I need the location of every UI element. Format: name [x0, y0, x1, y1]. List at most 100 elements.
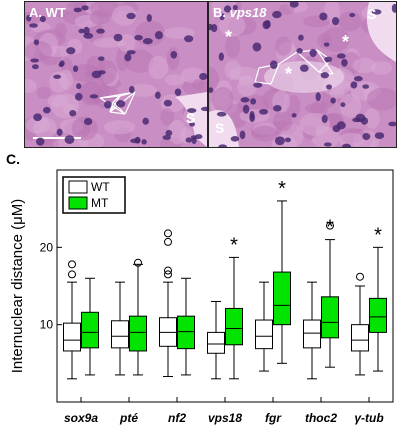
nucleus: [199, 72, 207, 81]
cytoplasm-patch: [212, 86, 234, 113]
nucleus: [350, 81, 358, 89]
nucleus: [299, 64, 309, 72]
nucleus: [162, 135, 171, 140]
significance-asterisk: *: [278, 178, 286, 200]
cytoplasm-patch: [304, 103, 327, 114]
category-label: sox9a: [64, 411, 98, 425]
cytoplasm-patch: [339, 93, 361, 118]
box-mt: [177, 315, 195, 350]
nucleus: [170, 50, 178, 59]
distance-line: [109, 111, 126, 115]
cytoplasm-patch: [47, 94, 69, 108]
nucleus: [30, 58, 39, 63]
outlier-point: [164, 270, 172, 279]
outlier-point: [326, 221, 334, 230]
category-label: thoc2: [305, 411, 337, 425]
panel-b-letter: B.: [213, 5, 226, 20]
cytoplasm-patch: [278, 4, 295, 15]
nucleus: [174, 88, 182, 96]
nucleus: [66, 47, 76, 55]
distance-line: [270, 63, 280, 85]
sinusoid-space: [264, 61, 344, 93]
nucleus: [296, 48, 303, 54]
cytoplasm-patch: [317, 32, 332, 49]
cytoplasm-patch: [364, 108, 380, 129]
cytoplasm-patch: [25, 79, 37, 94]
significance-asterisk: *: [374, 224, 382, 246]
category-label: pté: [119, 411, 138, 425]
nucleus: [264, 19, 271, 29]
cytoplasm-patch: [25, 40, 53, 62]
nucleus: [209, 87, 214, 93]
nucleus: [184, 35, 194, 43]
nucleus: [298, 34, 304, 41]
outlier-point: [164, 266, 172, 275]
nucleus: [388, 121, 396, 127]
micrograph-b-image: [209, 2, 396, 147]
box-wt: [303, 319, 321, 349]
cytoplasm-patch: [251, 126, 279, 142]
distance-line: [254, 81, 272, 85]
nucleus: [97, 70, 106, 75]
nucleus: [341, 58, 348, 67]
cytoplasm-patch: [366, 87, 396, 111]
legend-label: MT: [91, 196, 109, 210]
nucleus: [323, 142, 332, 147]
nucleus: [43, 106, 51, 114]
micrograph-a-image: [25, 2, 207, 147]
distance-line: [278, 51, 298, 65]
significance-asterisk: *: [326, 217, 334, 239]
nucleus: [291, 113, 297, 118]
sinusoid-label-b1: S: [367, 6, 377, 22]
nucleus: [134, 34, 143, 41]
panel-b-label: B. vps18: [213, 5, 267, 20]
asterisk-b1: *: [225, 27, 233, 47]
nucleus: [29, 23, 38, 28]
nucleus: [323, 42, 330, 47]
nucleus: [26, 14, 32, 22]
nucleus: [274, 136, 285, 146]
nucleus: [35, 137, 45, 146]
legend-label: WT: [91, 180, 110, 194]
nucleus: [78, 28, 85, 34]
nucleus: [259, 108, 269, 115]
nucleus: [33, 113, 43, 122]
nucleus: [96, 28, 105, 34]
nucleus: [218, 144, 228, 147]
nucleus: [113, 33, 123, 42]
nucleus: [223, 5, 232, 13]
outlier-point: [134, 258, 142, 267]
cytoplasm-patch: [135, 20, 166, 47]
nucleus: [141, 139, 147, 145]
nucleus: [289, 2, 299, 8]
nucleus: [76, 83, 82, 90]
nucleus: [39, 15, 46, 23]
cytoplasm-patch: [111, 5, 137, 26]
category-label: nf2: [168, 411, 186, 425]
nucleus: [154, 31, 163, 40]
nucleus: [142, 117, 149, 125]
nucleus: [185, 137, 192, 143]
cytoplasm-patch: [371, 61, 393, 75]
cytoplasm-patch: [338, 11, 362, 32]
nucleus: [216, 111, 227, 117]
nucleus: [163, 99, 173, 107]
sinusoid-label-b2: S: [215, 120, 225, 136]
cytoplasm-patch: [36, 86, 52, 100]
sinusoid-space: [366, 2, 396, 62]
y-tick-label: 10: [40, 318, 54, 332]
cytoplasm-patch: [209, 66, 219, 92]
nucleus: [273, 104, 282, 112]
nucleus: [72, 65, 79, 73]
nucleus: [320, 71, 329, 79]
nucleus: [336, 53, 346, 59]
cytoplasm-patch: [273, 110, 293, 132]
cytoplasm-patch: [103, 120, 136, 135]
box-mt: [273, 271, 291, 326]
nucleus: [128, 85, 135, 94]
asterisk-b3: *: [285, 64, 293, 84]
cytoplasm-patch: [160, 108, 175, 126]
legend-swatch: [68, 180, 88, 194]
nucleus: [187, 108, 197, 114]
nucleus: [53, 74, 62, 79]
